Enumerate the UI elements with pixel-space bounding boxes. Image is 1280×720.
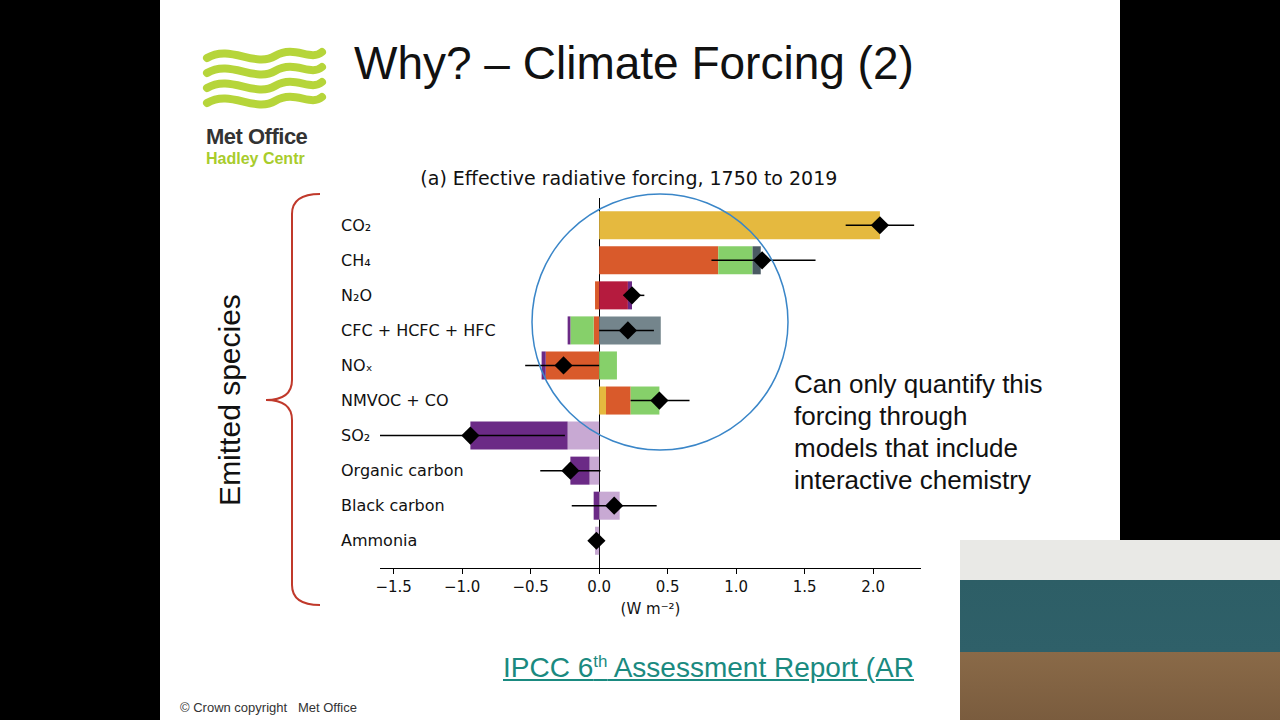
html-text:IPCC 6thAssessment Report (AR: IPCC 6thAssessment Report (AR — [503, 652, 914, 684]
html-text:© Crown copyright Met Office: © Crown copyright Met Office — [180, 700, 357, 715]
svg-text:(W m⁻²): (W m⁻²) — [621, 600, 681, 618]
svg-text:SO₂: SO₂ — [341, 426, 370, 445]
svg-text:−1.0: −1.0 — [444, 578, 480, 596]
svg-text:0.5: 0.5 — [656, 578, 680, 596]
html-text:Why? – Climate Forcing (2): Why? – Climate Forcing (2) — [354, 37, 914, 89]
svg-text:NMVOC + CO: NMVOC + CO — [341, 391, 449, 410]
html-text:Emitted species: Emitted species — [213, 294, 246, 506]
svg-text:−1.5: −1.5 — [375, 578, 411, 596]
svg-text:CFC + HCFC + HFC: CFC + HCFC + HFC — [341, 321, 496, 340]
html-text:Can only quantify this forcing: Can only quantify this forcing through m… — [794, 369, 1043, 495]
html-text:Hadley Centr: Hadley Centr — [206, 150, 305, 167]
html-text:Met Office: Met Office — [206, 124, 308, 149]
svg-text:Organic carbon: Organic carbon — [341, 461, 464, 480]
svg-text:CH₄: CH₄ — [341, 251, 371, 270]
svg-text:1.5: 1.5 — [793, 578, 817, 596]
svg-text:2.0: 2.0 — [861, 578, 885, 596]
svg-text:0.0: 0.0 — [587, 578, 611, 596]
svg-text:Black carbon: Black carbon — [341, 496, 445, 515]
svg-text:Ammonia: Ammonia — [341, 531, 417, 550]
svg-text:(a) Effective radiative forcin: (a) Effective radiative forcing, 1750 to… — [420, 167, 837, 189]
svg-text:1.0: 1.0 — [724, 578, 748, 596]
svg-text:N₂O: N₂O — [341, 286, 372, 305]
svg-text:CO₂: CO₂ — [341, 216, 371, 235]
svg-text:NOₓ: NOₓ — [341, 356, 373, 375]
svg-text:−0.5: −0.5 — [512, 578, 548, 596]
